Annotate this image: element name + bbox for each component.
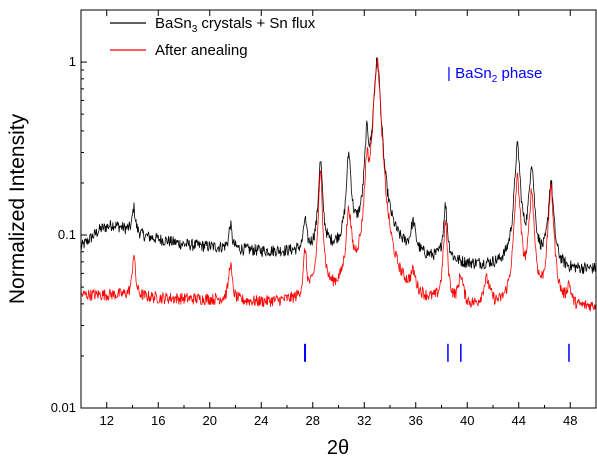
x-tick-label: 12 bbox=[100, 413, 114, 428]
series-line-2 bbox=[81, 57, 596, 312]
phase-marker-layer bbox=[304, 343, 570, 362]
phase-annotation-prefix: | bbox=[447, 65, 455, 82]
x-tick-label: 24 bbox=[254, 413, 268, 428]
y-tick-label: 0.01 bbox=[51, 400, 76, 415]
x-tick-label: 32 bbox=[357, 413, 371, 428]
phase-annotation: | BaSn2 phase bbox=[447, 65, 542, 85]
phase-annotation-sub: 2 bbox=[492, 74, 498, 85]
x-tick-label: 36 bbox=[409, 413, 423, 428]
x-tick-label: 44 bbox=[512, 413, 526, 428]
x-axis-label: 2θ bbox=[327, 437, 349, 459]
series-line-1 bbox=[81, 57, 596, 274]
x-tick-label: 20 bbox=[203, 413, 217, 428]
legend: BaSn3 crystals + Sn flux After anealing bbox=[110, 15, 316, 59]
x-tick-label: 28 bbox=[306, 413, 320, 428]
legend-label: After anealing bbox=[155, 42, 248, 59]
y-tick-label: 1 bbox=[69, 54, 76, 69]
axis-ticks: 12 16 20 24 28 32 36 40 44 48 0.01 0.1 1 bbox=[51, 9, 597, 428]
x-tick-label: 16 bbox=[151, 413, 165, 428]
y-axis-label: Normalized Intensity bbox=[6, 113, 29, 304]
phase-annotation-rest: phase bbox=[497, 65, 542, 82]
series-layer bbox=[81, 57, 596, 312]
legend-label: BaSn3 crystals + Sn flux bbox=[155, 15, 316, 35]
phase-annotation-main: BaSn bbox=[455, 65, 492, 82]
y-tick-label: 0.1 bbox=[58, 227, 76, 242]
x-tick-label: 40 bbox=[460, 413, 474, 428]
x-tick-label: 48 bbox=[563, 413, 577, 428]
